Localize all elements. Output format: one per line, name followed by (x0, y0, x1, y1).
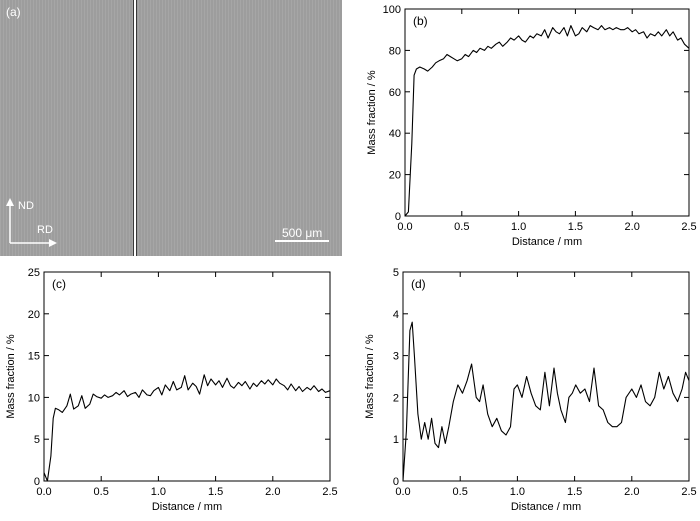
x-tick-label-c: 1.5 (208, 486, 223, 498)
x-axis-label-b: Distance / mm (512, 236, 582, 248)
y-tick-label-c: 25 (28, 267, 40, 279)
plot-frame-b (404, 8, 690, 217)
chart-panel-c: 0.0 0.5 1.0 1.5 2.0 2.5 0 5 10 15 20 25 Distance / m… (5, 267, 338, 513)
y-tick-label-b: 40 (389, 128, 401, 140)
y-tick-label-c: 0 (34, 476, 40, 488)
y-tick-label-b: 80 (389, 45, 401, 57)
x-tick-label-d: 2.0 (624, 486, 639, 498)
x-tick-label-d: 1.5 (567, 486, 582, 498)
panel-label-c: (c) (52, 277, 66, 291)
chart-panel-d: 0.0 0.5 1.0 1.5 2.0 2.5 0 1 2 3 4 5 Distance / mm Mas… (364, 267, 697, 513)
y-axis-label-d: Mass fraction / % (364, 334, 376, 419)
x-tick-label-d: 2.5 (681, 486, 696, 498)
plot-frame-c (43, 271, 331, 482)
x-tick-label-c: 2.0 (265, 486, 280, 498)
plot-frame-d (402, 271, 690, 482)
x-tick-label-b: 2.5 (681, 221, 696, 233)
y-tick-label-c: 10 (28, 392, 40, 404)
y-axis-label-c: Mass fraction / % (5, 334, 17, 419)
x-tick-label-d: 1.0 (510, 486, 525, 498)
panel-label-a: (a) (6, 5, 21, 19)
joint-interface-line (133, 0, 137, 256)
x-tick-label-d: 0.5 (453, 486, 468, 498)
y-tick-label-d: 0 (393, 476, 399, 488)
nd-arrow-head-icon (6, 198, 14, 206)
y-tick-label-b: 0 (395, 211, 401, 223)
x-tick-label-b: 0.0 (397, 221, 412, 233)
x-tick-label-c: 0.0 (36, 486, 51, 498)
y-tick-label-d: 4 (393, 309, 399, 321)
chart-panel-b: 0.0 0.5 1.0 1.5 2.0 2.5 0 20 40 60 80 100 Distance /… (366, 4, 697, 248)
x-tick-label-b: 1.0 (511, 221, 526, 233)
x-axis-label-c: Distance / mm (152, 501, 222, 513)
series-line-d (402, 321, 690, 482)
x-tick-label-b: 0.5 (454, 221, 469, 233)
y-tick-label-b: 60 (389, 87, 401, 99)
rd-label: RD (37, 224, 53, 236)
y-axis-label-b: Mass fraction / % (366, 70, 378, 155)
x-axis-label-d: Distance / mm (511, 501, 581, 513)
rd-arrow-head-icon (49, 239, 57, 247)
y-tick-label-b: 100 (383, 4, 401, 16)
x-tick-label-c: 0.5 (94, 486, 109, 498)
y-tick-label-c: 15 (28, 351, 40, 363)
y-tick-label-c: 20 (28, 309, 40, 321)
x-tick-label-c: 2.5 (322, 486, 337, 498)
y-tick-label-b: 20 (389, 170, 401, 182)
scale-bar-label: 500 μm (282, 226, 323, 240)
y-tick-label-d: 1 (393, 434, 399, 446)
micrograph-panel: (a) ND RD 500 μm (0, 0, 342, 256)
y-tick-label-c: 5 (34, 434, 40, 446)
y-tick-label-d: 5 (393, 267, 399, 279)
nd-label: ND (18, 200, 34, 212)
direction-arrows (6, 198, 329, 247)
x-tick-label-b: 1.5 (568, 221, 583, 233)
micrograph-texture (0, 0, 342, 256)
panel-label-b: (b) (413, 14, 428, 28)
series-line-c (43, 374, 331, 482)
y-tick-label-d: 2 (393, 392, 399, 404)
panel-label-d: (d) (411, 277, 426, 291)
x-tick-label-c: 1.0 (151, 486, 166, 498)
x-tick-label-b: 2.0 (625, 221, 640, 233)
x-tick-label-d: 0.0 (395, 486, 410, 498)
y-tick-label-d: 3 (393, 351, 399, 363)
series-line-b (404, 25, 690, 217)
